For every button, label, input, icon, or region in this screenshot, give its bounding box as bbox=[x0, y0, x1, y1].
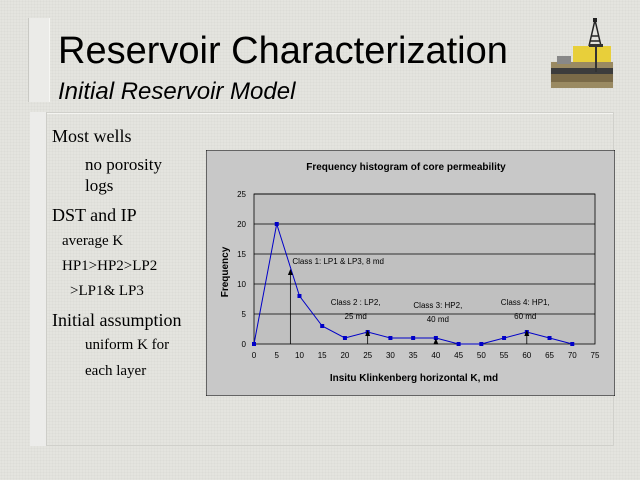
bullet-item: HP1>HP2>LP2 bbox=[62, 258, 158, 274]
y-tick-label: 0 bbox=[242, 340, 247, 349]
x-axis-label: Insitu Klinkenberg horizontal K, md bbox=[330, 373, 498, 384]
permeability-histogram-chart: Frequency histogram of core permeability… bbox=[206, 150, 615, 396]
data-point bbox=[342, 336, 347, 340]
slide-title: Reservoir Characterization bbox=[58, 30, 508, 72]
data-point bbox=[411, 336, 416, 340]
bullet-item: Most wells bbox=[52, 126, 132, 146]
data-point bbox=[479, 342, 484, 346]
annotation-arrowhead bbox=[524, 330, 530, 336]
data-point bbox=[252, 342, 256, 346]
chart-title: Frequency histogram of core permeability bbox=[306, 162, 506, 173]
x-tick-label: 40 bbox=[431, 351, 440, 360]
x-tick-label: 60 bbox=[522, 351, 531, 360]
annotation-label: 60 md bbox=[514, 312, 536, 321]
x-tick-label: 70 bbox=[568, 351, 577, 360]
annotation-arrowhead bbox=[433, 338, 439, 345]
annotation-label: 40 md bbox=[427, 315, 449, 324]
x-tick-label: 55 bbox=[500, 351, 509, 360]
bullet-item: average K bbox=[62, 233, 124, 249]
content-accent-bar bbox=[30, 112, 47, 446]
bullet-item: DST and IP bbox=[52, 205, 137, 225]
annotation-arrowhead bbox=[365, 330, 371, 336]
bullet-item: no porosity bbox=[85, 155, 162, 174]
plot-background bbox=[253, 193, 596, 345]
y-tick-label: 10 bbox=[237, 280, 246, 289]
plot-area: 0 5 10 15 20 25 0 5 10 15 20 25 30 35 40 45 50 55 60 65 70 75… bbox=[237, 190, 600, 360]
data-point bbox=[433, 336, 438, 340]
annotation-label: Class 1: LP1 & LP3, 8 md bbox=[292, 257, 384, 266]
title-accent-bar bbox=[28, 18, 50, 102]
data-point bbox=[320, 324, 325, 328]
annotation-label: Class 2 : LP2, bbox=[331, 298, 381, 307]
x-tick-label: 50 bbox=[477, 351, 486, 360]
y-tick-label: 25 bbox=[237, 190, 246, 199]
data-point bbox=[502, 336, 507, 340]
y-tick-label: 5 bbox=[242, 310, 247, 319]
data-point bbox=[388, 336, 393, 340]
annotation-label: Class 3: HP2, bbox=[413, 301, 462, 310]
data-point bbox=[297, 294, 302, 298]
data-point bbox=[570, 342, 575, 346]
bullet-item: >LP1& LP3 bbox=[70, 283, 144, 299]
bullet-item: uniform K for bbox=[85, 337, 170, 353]
x-tick-label: 25 bbox=[363, 351, 372, 360]
y-tick-label: 20 bbox=[237, 220, 246, 229]
oil-derrick-logo-icon bbox=[551, 18, 613, 88]
x-tick-label: 10 bbox=[295, 351, 304, 360]
y-tick-label: 15 bbox=[237, 250, 246, 259]
x-tick-label: 35 bbox=[409, 351, 418, 360]
x-tick-label: 15 bbox=[318, 351, 327, 360]
data-point bbox=[456, 342, 461, 346]
x-tick-label: 5 bbox=[275, 351, 280, 360]
annotation-arrowhead bbox=[287, 269, 293, 275]
x-tick-label: 30 bbox=[386, 351, 395, 360]
x-tick-label: 65 bbox=[545, 351, 554, 360]
bullet-item: logs bbox=[85, 176, 114, 195]
x-tick-label: 75 bbox=[591, 351, 600, 360]
annotation-label: 25 md bbox=[345, 312, 367, 321]
annotation-label: Class 4: HP1, bbox=[501, 298, 550, 307]
x-tick-label: 20 bbox=[340, 351, 349, 360]
bullet-item: each layer bbox=[85, 363, 147, 379]
x-tick-label: 45 bbox=[454, 351, 463, 360]
y-axis-label: Frequency bbox=[220, 246, 231, 297]
bullet-item: Initial assumption bbox=[52, 310, 182, 330]
data-point bbox=[274, 222, 279, 226]
x-tick-label: 0 bbox=[252, 351, 257, 360]
slide-subtitle: Initial Reservoir Model bbox=[58, 78, 296, 105]
data-point bbox=[547, 336, 552, 340]
